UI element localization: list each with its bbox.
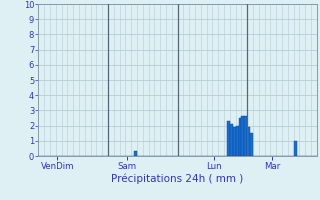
Bar	[134, 151, 137, 156]
Bar	[244, 116, 247, 156]
Bar	[241, 116, 244, 156]
Bar	[227, 121, 230, 156]
Bar	[230, 124, 233, 156]
X-axis label: Précipitations 24h ( mm ): Précipitations 24h ( mm )	[111, 173, 244, 184]
Bar	[238, 118, 241, 156]
Bar	[250, 133, 253, 156]
Bar	[294, 141, 297, 156]
Bar	[247, 127, 250, 156]
Bar	[236, 126, 238, 156]
Bar	[233, 127, 236, 156]
